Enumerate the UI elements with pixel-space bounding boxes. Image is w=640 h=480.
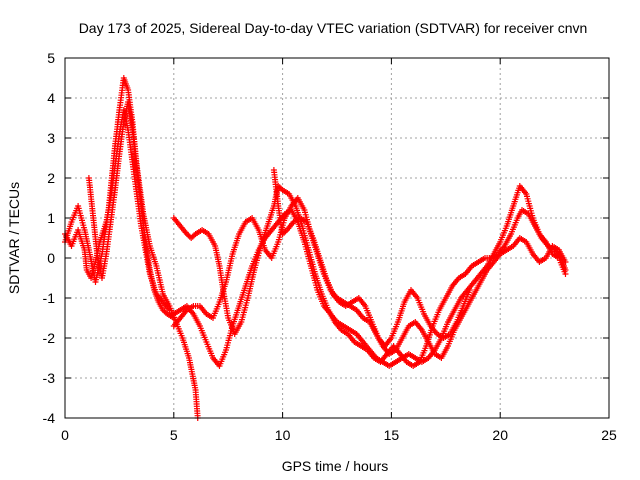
y-tick-label: 4 bbox=[47, 90, 55, 106]
data-point bbox=[562, 259, 569, 265]
y-tick-label: -3 bbox=[43, 370, 56, 386]
series-line bbox=[173, 184, 567, 367]
grid-lines bbox=[65, 58, 609, 418]
y-tick-label: 1 bbox=[47, 210, 55, 226]
series-line bbox=[64, 109, 170, 311]
x-tick-label: 10 bbox=[275, 427, 291, 443]
series-track-3 bbox=[85, 99, 177, 321]
series-track-6 bbox=[170, 195, 569, 361]
data-point bbox=[466, 287, 473, 293]
y-tick-label: -4 bbox=[43, 410, 56, 426]
tick-labels: -4 -3 -2 -1 0 1 2 3 4 5 0 5 10 15 20 25 bbox=[43, 50, 617, 443]
series-track-7 bbox=[270, 167, 473, 349]
y-tick-label: -1 bbox=[43, 290, 56, 306]
x-tick-label: 5 bbox=[170, 427, 178, 443]
x-tick-label: 25 bbox=[601, 427, 617, 443]
y-tick-label: 2 bbox=[47, 170, 55, 186]
y-axis-label: SDTVAR / TECUs bbox=[6, 182, 22, 294]
y-tick-label: -2 bbox=[43, 330, 56, 346]
series-line bbox=[173, 184, 567, 368]
data-series bbox=[62, 75, 569, 421]
x-tick-label: 0 bbox=[61, 427, 69, 443]
x-tick-label: 15 bbox=[384, 427, 400, 443]
y-tick-label: 0 bbox=[47, 250, 55, 266]
y-tick-label: 5 bbox=[47, 50, 55, 66]
y-tick-label: 3 bbox=[47, 130, 55, 146]
series-track-5 bbox=[170, 183, 569, 369]
chart-title: Day 173 of 2025, Sidereal Day-to-day VTE… bbox=[79, 20, 588, 36]
plot-frame bbox=[64, 57, 610, 419]
data-point bbox=[562, 271, 569, 277]
axis-ticks bbox=[64, 57, 610, 419]
x-axis-label: GPS time / hours bbox=[282, 458, 389, 474]
x-tick-label: 20 bbox=[492, 427, 508, 443]
